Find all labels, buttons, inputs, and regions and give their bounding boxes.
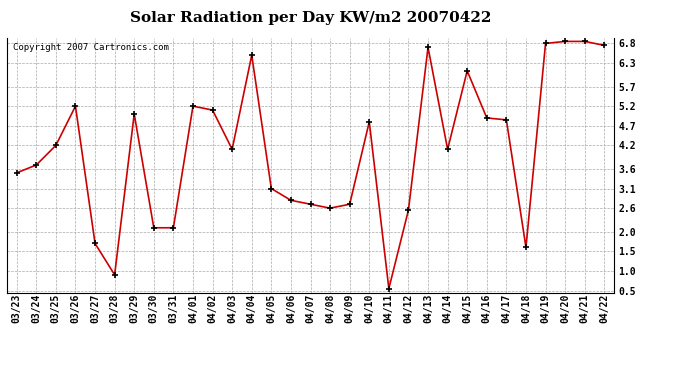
Text: Solar Radiation per Day KW/m2 20070422: Solar Radiation per Day KW/m2 20070422 [130,11,491,25]
Text: Copyright 2007 Cartronics.com: Copyright 2007 Cartronics.com [13,43,169,52]
